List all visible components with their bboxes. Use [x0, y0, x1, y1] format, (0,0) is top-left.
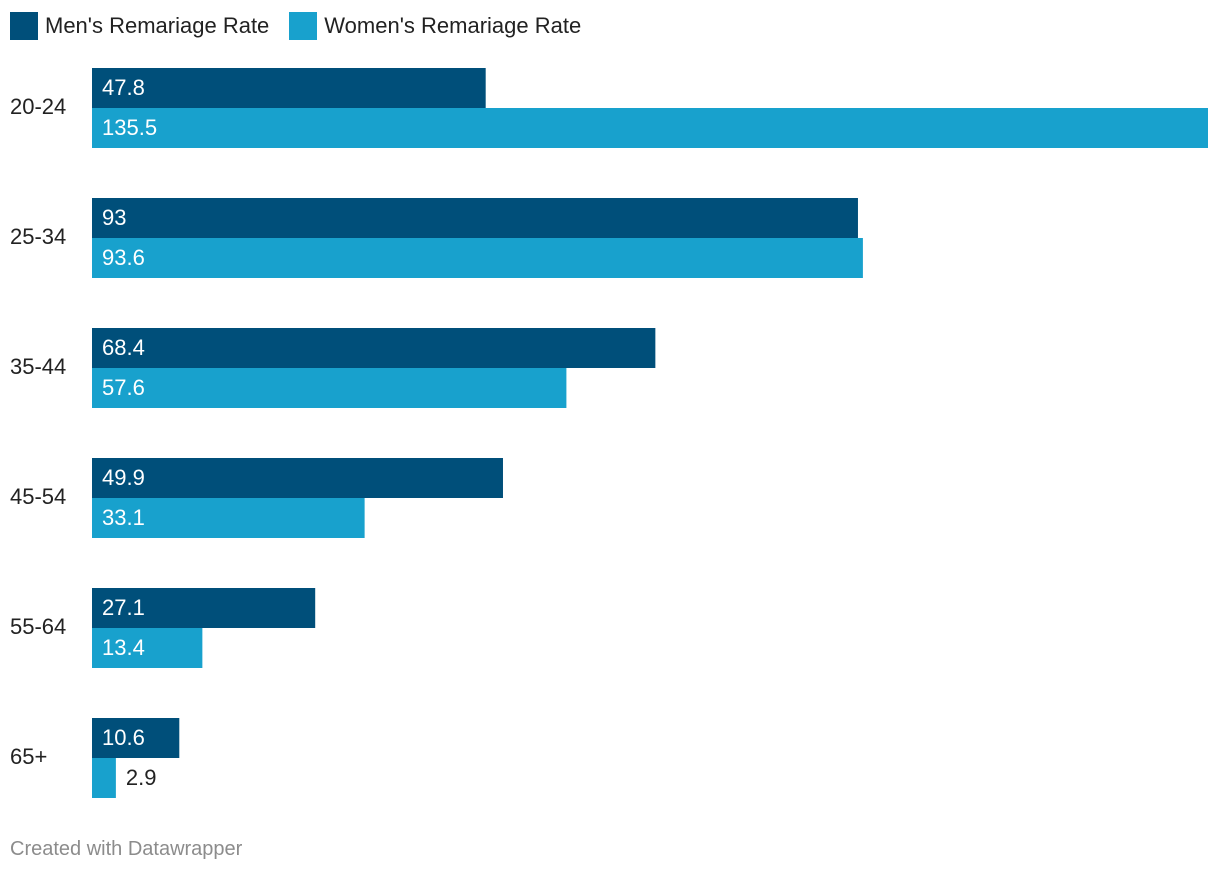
value-label-women-55-64: 13.4: [102, 635, 145, 660]
value-label-men-35-44: 68.4: [102, 335, 145, 360]
value-label-men-55-64: 27.1: [102, 595, 145, 620]
legend: Men's Remariage Rate Women's Remariage R…: [10, 12, 581, 40]
bar-women-35-44: [92, 368, 567, 408]
legend-swatch-men: [10, 12, 38, 40]
bar-women-25-34: [92, 238, 863, 278]
bar-men-45-54: [92, 458, 503, 498]
category-label-65: 65+: [10, 744, 47, 769]
value-label-men-65: 10.6: [102, 725, 145, 750]
legend-item-men: Men's Remariage Rate: [10, 12, 269, 40]
value-label-women-25-34: 93.6: [102, 245, 145, 270]
value-label-women-20-24: 135.5: [102, 115, 157, 140]
legend-item-women: Women's Remariage Rate: [289, 12, 581, 40]
category-label-25-34: 25-34: [10, 224, 66, 249]
bar-women-65: [92, 758, 116, 798]
bar-women-45-54: [92, 498, 365, 538]
value-label-men-20-24: 47.8: [102, 75, 145, 100]
bar-men-20-24: [92, 68, 486, 108]
bar-women-55-64: [92, 628, 203, 668]
legend-label-men: Men's Remariage Rate: [45, 13, 270, 38]
bar-men-25-34: [92, 198, 858, 238]
category-label-55-64: 55-64: [10, 614, 66, 639]
bar-women-20-24: [92, 108, 1208, 148]
value-label-women-45-54: 33.1: [102, 505, 145, 530]
bar-men-35-44: [92, 328, 656, 368]
value-label-men-45-54: 49.9: [102, 465, 145, 490]
footer-credit: Created with Datawrapper: [10, 838, 243, 860]
value-label-women-65: 2.9: [126, 765, 157, 790]
legend-swatch-women: [289, 12, 318, 40]
category-label-35-44: 35-44: [10, 354, 66, 379]
legend-label-women: Women's Remariage Rate: [324, 13, 582, 38]
category-label-45-54: 45-54: [10, 484, 66, 509]
value-label-men-25-34: 93: [102, 205, 126, 230]
bar-men-65: [92, 718, 180, 758]
value-label-women-35-44: 57.6: [102, 375, 145, 400]
category-label-20-24: 20-24: [10, 94, 66, 119]
bar-men-55-64: [92, 588, 316, 628]
